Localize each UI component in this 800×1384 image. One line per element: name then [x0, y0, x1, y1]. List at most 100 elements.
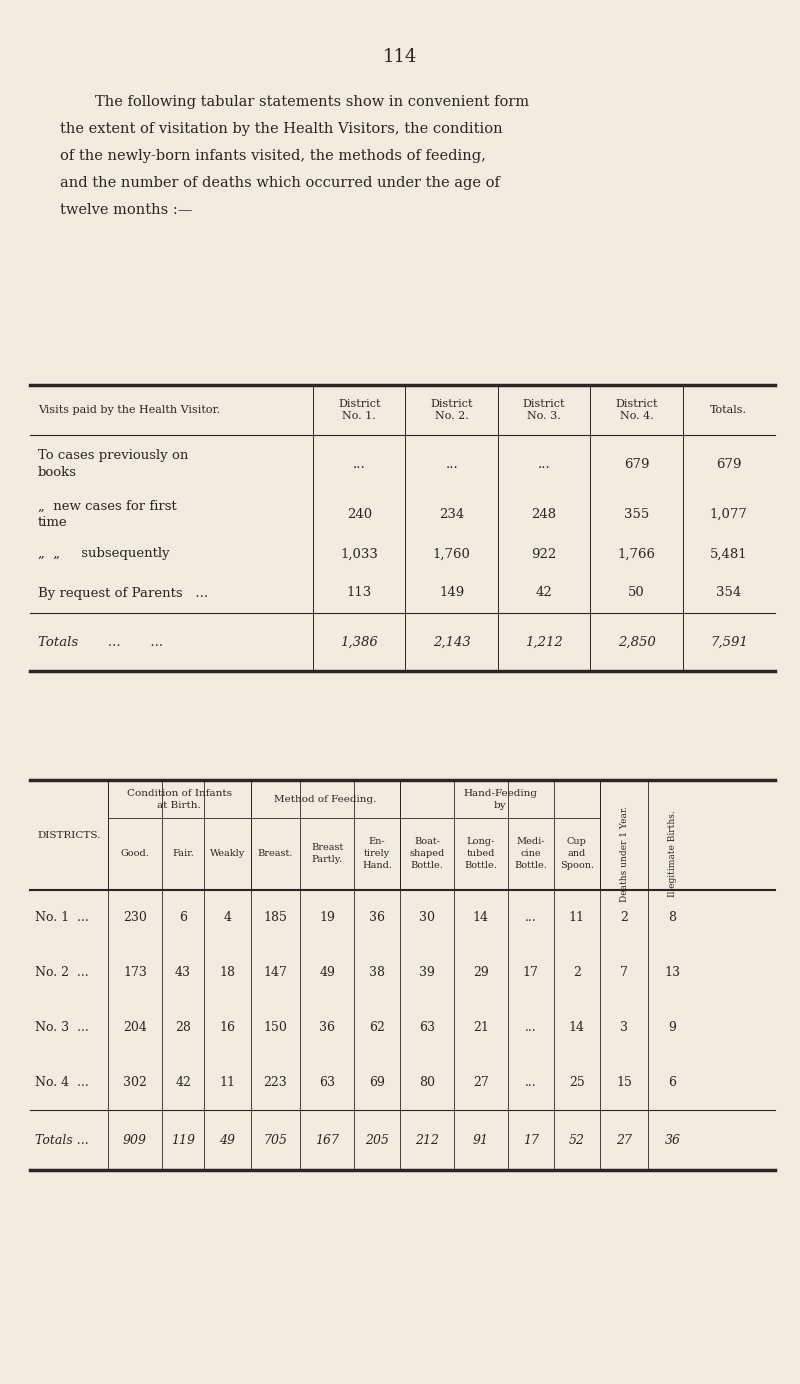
Text: Method of Feeding.: Method of Feeding. — [274, 794, 377, 804]
Text: 147: 147 — [263, 966, 287, 978]
Text: Fair.: Fair. — [172, 850, 194, 858]
Text: 63: 63 — [419, 1021, 435, 1034]
Text: 30: 30 — [419, 911, 435, 925]
Text: 204: 204 — [123, 1021, 147, 1034]
Text: Bottle.: Bottle. — [410, 861, 443, 871]
Text: 149: 149 — [439, 587, 464, 599]
Text: District
No. 1.: District No. 1. — [338, 399, 381, 421]
Text: ...: ... — [446, 458, 458, 471]
Text: 2: 2 — [620, 911, 628, 925]
Text: 39: 39 — [419, 966, 435, 978]
Text: 9: 9 — [669, 1021, 677, 1034]
Text: 150: 150 — [263, 1021, 287, 1034]
Text: 13: 13 — [665, 966, 681, 978]
Text: DISTRICTS.: DISTRICTS. — [38, 830, 101, 840]
Text: tubed: tubed — [466, 850, 495, 858]
Text: ...: ... — [525, 911, 537, 925]
Text: 3: 3 — [620, 1021, 628, 1034]
Text: 922: 922 — [531, 548, 557, 561]
Text: 234: 234 — [439, 508, 464, 520]
Text: En-: En- — [369, 837, 386, 847]
Text: 7: 7 — [620, 966, 628, 978]
Text: by: by — [494, 800, 506, 810]
Text: 355: 355 — [624, 508, 649, 520]
Text: 11: 11 — [569, 911, 585, 925]
Text: 18: 18 — [219, 966, 235, 978]
Text: Hand-Feeding: Hand-Feeding — [463, 789, 537, 797]
Text: Condition of Infants: Condition of Infants — [127, 789, 232, 797]
Text: 2,850: 2,850 — [618, 635, 655, 649]
Text: Visits paid by the Health Visitor.: Visits paid by the Health Visitor. — [38, 406, 220, 415]
Text: time: time — [38, 515, 68, 529]
Text: Boat-: Boat- — [414, 837, 440, 847]
Text: 705: 705 — [263, 1133, 287, 1146]
Text: and the number of deaths which occurred under the age of: and the number of deaths which occurred … — [60, 176, 500, 190]
Text: 43: 43 — [175, 966, 191, 978]
Text: Cup: Cup — [567, 837, 586, 847]
Text: 42: 42 — [536, 587, 553, 599]
Text: Totals.: Totals. — [710, 406, 747, 415]
Text: 1,033: 1,033 — [340, 548, 378, 561]
Text: 28: 28 — [175, 1021, 191, 1034]
Text: 19: 19 — [319, 911, 335, 925]
Text: 7,591: 7,591 — [710, 635, 748, 649]
Text: 50: 50 — [628, 587, 645, 599]
Text: ...: ... — [538, 458, 550, 471]
Text: 21: 21 — [473, 1021, 489, 1034]
Text: „  new cases for first: „ new cases for first — [38, 500, 177, 512]
Text: No. 3  ...: No. 3 ... — [35, 1021, 89, 1034]
Text: 17: 17 — [522, 966, 538, 978]
Text: 5,481: 5,481 — [710, 548, 748, 561]
Text: Medi-: Medi- — [516, 837, 545, 847]
Text: the extent of visitation by the Health Visitors, the condition: the extent of visitation by the Health V… — [60, 122, 502, 136]
Text: cine: cine — [520, 850, 541, 858]
Text: 1,386: 1,386 — [341, 635, 378, 649]
Text: 8: 8 — [669, 911, 677, 925]
Text: 205: 205 — [365, 1133, 389, 1146]
Text: 49: 49 — [319, 966, 335, 978]
Text: 679: 679 — [716, 458, 742, 471]
Text: 173: 173 — [123, 966, 147, 978]
Text: 1,077: 1,077 — [710, 508, 748, 520]
Text: Breast.: Breast. — [258, 850, 294, 858]
Text: shaped: shaped — [410, 850, 445, 858]
Text: at Birth.: at Birth. — [158, 800, 202, 810]
Text: 36: 36 — [319, 1021, 335, 1034]
Text: 1,212: 1,212 — [525, 635, 563, 649]
Text: 17: 17 — [522, 1133, 538, 1146]
Text: 29: 29 — [473, 966, 489, 978]
Text: 354: 354 — [716, 587, 742, 599]
Text: 27: 27 — [473, 1075, 489, 1089]
Text: 1,760: 1,760 — [433, 548, 470, 561]
Text: „  „     subsequently: „ „ subsequently — [38, 548, 170, 561]
Text: Deaths under 1 Year.: Deaths under 1 Year. — [620, 805, 629, 902]
Text: 63: 63 — [319, 1075, 335, 1089]
Text: books: books — [38, 465, 77, 479]
Text: 25: 25 — [569, 1075, 585, 1089]
Text: Hand.: Hand. — [362, 861, 392, 871]
Text: 14: 14 — [569, 1021, 585, 1034]
Text: No. 1  ...: No. 1 ... — [35, 911, 89, 925]
Text: 80: 80 — [419, 1075, 435, 1089]
Text: 223: 223 — [264, 1075, 287, 1089]
Text: 230: 230 — [123, 911, 147, 925]
Text: 6: 6 — [669, 1075, 677, 1089]
Text: 248: 248 — [531, 508, 557, 520]
Text: Illegitimate Births.: Illegitimate Births. — [668, 811, 677, 897]
Text: 52: 52 — [569, 1133, 585, 1146]
Text: 36: 36 — [369, 911, 385, 925]
Text: 302: 302 — [123, 1075, 147, 1089]
Text: District
No. 3.: District No. 3. — [523, 399, 566, 421]
Text: No. 2  ...: No. 2 ... — [35, 966, 89, 978]
Text: 4: 4 — [223, 911, 231, 925]
Text: Bottle.: Bottle. — [514, 861, 547, 871]
Text: tirely: tirely — [364, 850, 390, 858]
Text: 62: 62 — [370, 1021, 385, 1034]
Text: 49: 49 — [219, 1133, 235, 1146]
Text: 42: 42 — [175, 1075, 191, 1089]
Text: 2,143: 2,143 — [433, 635, 470, 649]
Text: 679: 679 — [624, 458, 649, 471]
Text: 14: 14 — [473, 911, 489, 925]
Text: Totals       ...       ...: Totals ... ... — [38, 635, 163, 649]
Text: No. 4  ...: No. 4 ... — [35, 1075, 89, 1089]
